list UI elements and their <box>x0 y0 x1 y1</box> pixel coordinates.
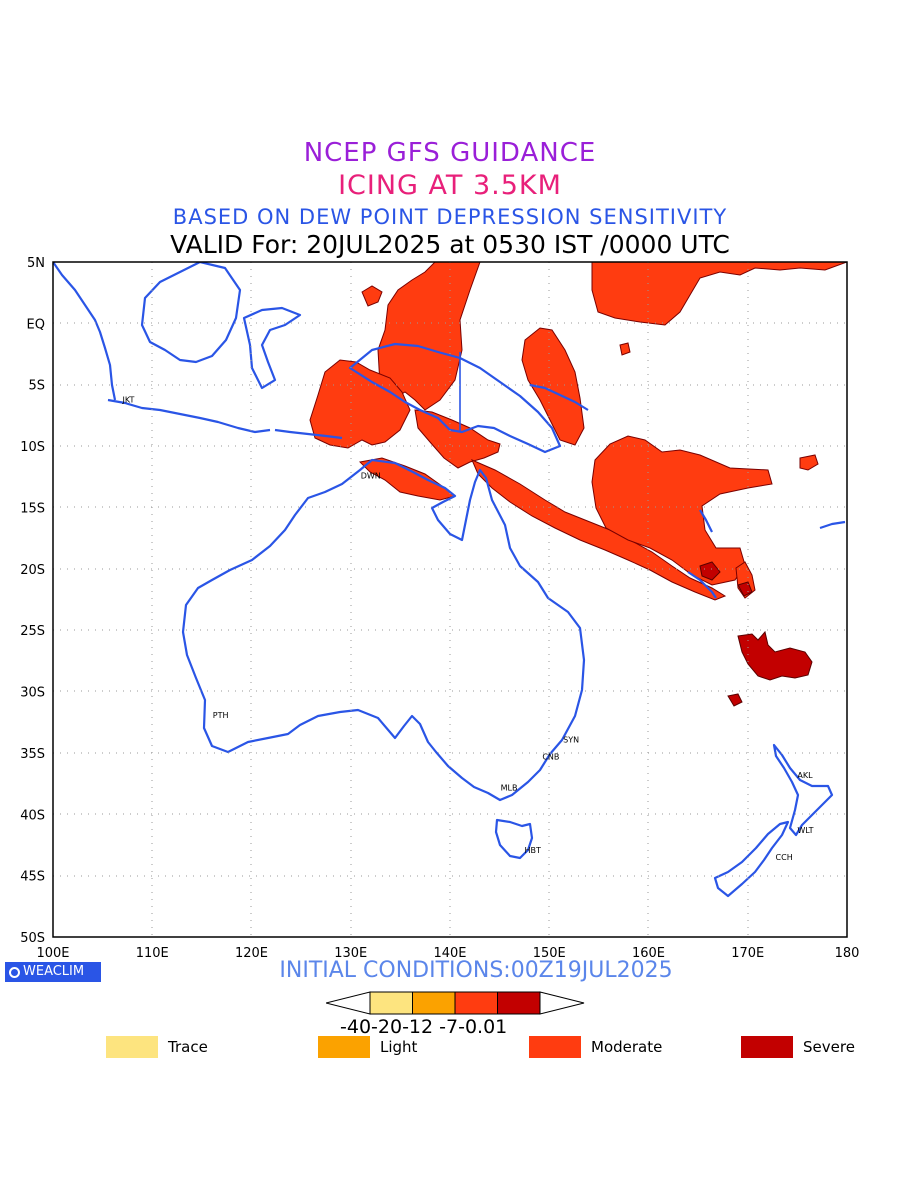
coast-sumatra <box>53 262 117 401</box>
lon-label: 110E <box>136 946 169 961</box>
legend-label: Moderate <box>591 1038 663 1056</box>
lat-label: 15S <box>20 501 45 516</box>
coast-lesser-sunda <box>274 428 343 440</box>
lon-label: 160E <box>632 946 665 961</box>
lat-label: 50S <box>20 931 45 946</box>
icing-area-severe-small1 <box>737 581 753 597</box>
latitude-labels: 5N EQ 5S 10S 15S 20S 25S 30S 35S 40S 45S 50S <box>20 256 45 946</box>
lat-label: 5N <box>27 256 45 271</box>
legend-label: Severe <box>803 1038 855 1056</box>
icing-area-png-coast <box>414 409 501 469</box>
coast-sulawesi <box>242 306 302 390</box>
lon-label: 140E <box>433 946 466 961</box>
icing-area-northeast <box>591 262 847 326</box>
coast-java <box>107 398 271 434</box>
coastlines <box>53 262 846 898</box>
icing-area-sulawesi-blob <box>361 285 383 307</box>
colorbar-labels: -40-20-12 -7-0.01 <box>340 1016 508 1038</box>
coast-new-guinea <box>348 342 562 454</box>
coast-vanuatu <box>699 509 713 533</box>
colorbar-cell <box>412 991 456 1015</box>
lat-label: 40S <box>20 808 45 823</box>
colorbar-cells <box>369 991 541 1015</box>
title-valid-time: VALID For: 20JUL2025 at 0530 IST /0000 U… <box>170 230 730 259</box>
icing-area-small-png <box>619 342 631 356</box>
colorbar-right-arrow <box>539 991 585 1015</box>
brand-label: WEACLIM <box>23 964 85 979</box>
coast-fiji <box>819 520 846 530</box>
city-label: CCH <box>776 853 793 862</box>
colorbar <box>326 991 585 1015</box>
initial-conditions: INITIAL CONDITIONS:00Z19JUL2025 <box>279 958 673 983</box>
map-frame <box>52 261 848 938</box>
lat-label: EQ <box>27 317 45 332</box>
coast-nz-north <box>772 743 834 837</box>
lon-label: 130E <box>334 946 367 961</box>
icing-area-small-east <box>799 454 819 471</box>
icing-area-severe-small3 <box>699 561 721 581</box>
legend-label: Trace <box>168 1038 208 1056</box>
city-label: HBT <box>524 846 541 855</box>
lon-label: 120E <box>235 946 268 961</box>
city-label: AKL <box>797 771 813 780</box>
coast-borneo <box>140 262 242 364</box>
legend-swatch <box>106 1036 158 1058</box>
title-method: BASED ON DEW POINT DEPRESSION SENSITIVIT… <box>172 205 728 229</box>
city-label: SYN <box>563 735 579 744</box>
lat-label: 20S <box>20 563 45 578</box>
coast-nz-south <box>713 820 790 898</box>
lat-label: 5S <box>28 379 45 394</box>
icing-area-tasman-severe <box>737 630 813 681</box>
coast-new-caledonia <box>687 571 717 599</box>
copyright-icon <box>9 967 20 978</box>
weaclim-logo: WEACLIM <box>5 962 101 982</box>
icing-area-arafura <box>358 457 457 501</box>
lat-label: 25S <box>20 624 45 639</box>
legend-swatch <box>741 1036 793 1058</box>
lon-label: 150E <box>533 946 566 961</box>
icing-area-coral-band <box>471 459 727 601</box>
icing-area-solomon <box>521 327 585 446</box>
legend-swatch <box>529 1036 581 1058</box>
lon-label: 180 <box>835 946 860 961</box>
icing-map: JKT DWN PTH SYN CNB MLB HBT AKL WLT CCH 5N EQ 5S 10S… <box>20 256 859 961</box>
colorbar-cell <box>454 991 498 1015</box>
icing-moderate-areas <box>309 262 847 601</box>
longitude-labels: 100E 110E 120E 130E 140E 150E 160E 170E 180 <box>36 946 859 961</box>
lat-label: 35S <box>20 747 45 762</box>
legend-swatch <box>318 1036 370 1058</box>
colorbar-cell <box>369 991 413 1015</box>
coast-australia <box>181 458 586 802</box>
icing-area-severe-small2 <box>727 693 743 707</box>
lat-label: 45S <box>20 870 45 885</box>
graticule <box>53 262 847 937</box>
coast-tasmania <box>494 818 534 860</box>
icing-severe-areas <box>699 561 813 707</box>
city-labels: JKT DWN PTH SYN CNB MLB HBT AKL WLT CCH <box>121 395 813 862</box>
lat-label: 30S <box>20 686 45 701</box>
icing-area-vanuatu-trough <box>591 435 773 586</box>
colorbar-left-arrow <box>326 991 371 1015</box>
legend-label: Light <box>380 1038 418 1056</box>
coast-solomon <box>529 383 589 411</box>
city-label: CNB <box>542 753 559 762</box>
city-label: WLT <box>797 826 813 835</box>
lon-label: 170E <box>731 946 764 961</box>
title-product: ICING AT 3.5KM <box>338 170 562 201</box>
city-label: DWN <box>361 472 381 481</box>
icing-area-banda-sea <box>309 359 411 449</box>
colorbar-cell <box>497 991 541 1015</box>
city-label: PTH <box>213 711 229 720</box>
city-label: JKT <box>121 395 134 404</box>
city-label: MLB <box>501 783 518 792</box>
title-model: NCEP GFS GUIDANCE <box>303 138 597 168</box>
lon-label: 100E <box>36 946 69 961</box>
lat-label: 10S <box>20 440 45 455</box>
